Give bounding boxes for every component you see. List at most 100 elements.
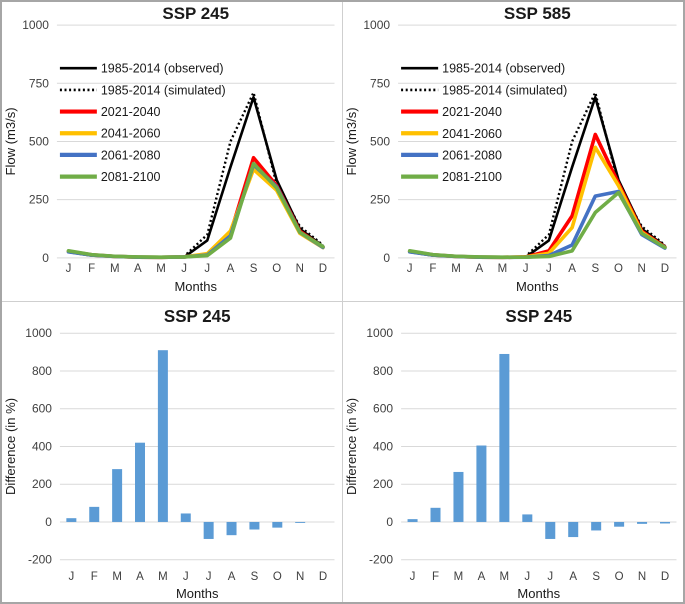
bar <box>544 521 555 539</box>
x-tick-label: S <box>592 571 600 583</box>
legend-label: 2061-2080 <box>101 148 161 162</box>
x-tick-label: S <box>591 263 599 275</box>
y-tick-label: 1000 <box>22 18 49 32</box>
series-line <box>66 161 325 259</box>
bar <box>498 353 509 522</box>
y-tick-label: 0 <box>42 251 49 265</box>
x-tick-label: D <box>319 263 327 275</box>
bar <box>249 521 260 530</box>
y-tick-label: 600 <box>32 402 52 416</box>
x-tick-label: F <box>431 571 438 583</box>
x-tick-label: J <box>181 263 187 275</box>
x-tick-label: A <box>136 571 144 583</box>
legend-label: 2081-2100 <box>101 170 161 184</box>
x-tick-label: D <box>319 571 327 583</box>
x-tick-label: M <box>156 263 166 275</box>
y-tick-label: 200 <box>32 477 52 491</box>
legend-label: 2061-2080 <box>442 148 502 162</box>
panel-diff-ssp245-left: -200 0 200 400 600 800 1000 J F M A M J J A S O N D Months D… <box>2 302 343 602</box>
x-tick-label: F <box>88 263 95 275</box>
y-tick-label: 200 <box>373 477 393 491</box>
x-tick-label: A <box>477 571 485 583</box>
x-tick-label: D <box>660 571 668 583</box>
y-tick-label: 400 <box>32 439 52 453</box>
x-tick-label: N <box>296 571 304 583</box>
x-tick-label: M <box>110 263 120 275</box>
y-tick-label: 0 <box>383 251 390 265</box>
x-tick-label: A <box>568 263 576 275</box>
x-tick-label: M <box>112 571 122 583</box>
y-axis-title: Difference (in %) <box>3 398 18 495</box>
y-axis-title: Difference (in %) <box>344 398 359 495</box>
legend-label: 1985-2014 (simulated) <box>101 83 226 97</box>
legend-label: 2021-2040 <box>442 105 502 119</box>
bar <box>475 445 486 522</box>
bar <box>112 469 123 522</box>
x-tick-label: J <box>204 263 210 275</box>
x-tick-label: J <box>206 571 212 583</box>
y-tick-label: 750 <box>29 76 49 90</box>
x-tick-label: A <box>569 571 577 583</box>
x-tick-label: O <box>272 263 281 275</box>
x-tick-label: M <box>158 571 168 583</box>
y-axis-title: Flow (m3/s) <box>344 107 359 175</box>
x-axis-title: Months <box>517 586 560 601</box>
x-tick-label: J <box>409 571 415 583</box>
x-tick-label: F <box>91 571 98 583</box>
y-tick-label: 1000 <box>363 18 390 32</box>
y-tick-label: 600 <box>373 402 393 416</box>
panel-flow-ssp245: 0 250 500 750 1000 J F M A M J J A S O N D Months Flow (m3… <box>2 2 343 302</box>
y-tick-label: 0 <box>386 515 393 529</box>
bar <box>180 513 191 522</box>
y-axis-title: Flow (m3/s) <box>3 107 18 175</box>
x-tick-label: M <box>451 263 461 275</box>
x-tick-label: J <box>66 263 72 275</box>
y-tick-label: 1000 <box>366 326 393 340</box>
x-tick-label: N <box>637 571 645 583</box>
x-tick-label: N <box>637 263 645 275</box>
bar <box>226 521 237 536</box>
legend-label: 1985-2014 (observed) <box>442 62 565 76</box>
bar <box>89 506 100 522</box>
y-tick-label: 750 <box>370 76 390 90</box>
bar <box>203 521 214 539</box>
y-tick-label: 800 <box>32 364 52 378</box>
bar <box>636 521 647 524</box>
chart-title: SSP 585 <box>503 4 570 23</box>
series-line <box>407 190 667 259</box>
bar <box>430 507 441 522</box>
bar <box>272 521 283 528</box>
x-tick-label: J <box>546 263 552 275</box>
y-tick-label: 250 <box>370 193 390 207</box>
bar <box>452 471 463 522</box>
y-tick-label: 0 <box>45 515 52 529</box>
legend-label: 2041-2060 <box>442 127 502 141</box>
bar <box>567 521 578 538</box>
x-tick-label: A <box>227 263 235 275</box>
legend-label: 1985-2014 (simulated) <box>442 83 567 97</box>
chart-canvas-flow-ssp245: 0 250 500 750 1000 J F M A M J J A S O N D Months Flow (m3… <box>3 4 335 294</box>
x-tick-label: A <box>228 571 236 583</box>
x-tick-label: J <box>547 571 553 583</box>
y-tick-label: -200 <box>369 553 393 567</box>
legend-label: 1985-2014 (observed) <box>101 62 224 76</box>
x-tick-label: J <box>406 263 412 275</box>
x-tick-label: O <box>273 571 282 583</box>
x-tick-label: D <box>660 263 668 275</box>
x-axis-title: Months <box>174 279 217 294</box>
y-tick-label: 1000 <box>25 326 52 340</box>
x-axis-title: Months <box>515 279 558 294</box>
y-tick-label: 800 <box>373 364 393 378</box>
x-tick-label: J <box>522 263 528 275</box>
x-tick-label: F <box>429 263 436 275</box>
bar <box>613 521 624 527</box>
x-tick-label: M <box>453 571 463 583</box>
x-tick-label: S <box>250 263 258 275</box>
chart-title: SSP 245 <box>164 307 231 326</box>
x-tick-label: S <box>251 571 259 583</box>
bar <box>521 514 532 522</box>
bar <box>659 521 670 524</box>
y-tick-label: 250 <box>29 193 49 207</box>
legend-label: 2081-2100 <box>442 170 502 184</box>
